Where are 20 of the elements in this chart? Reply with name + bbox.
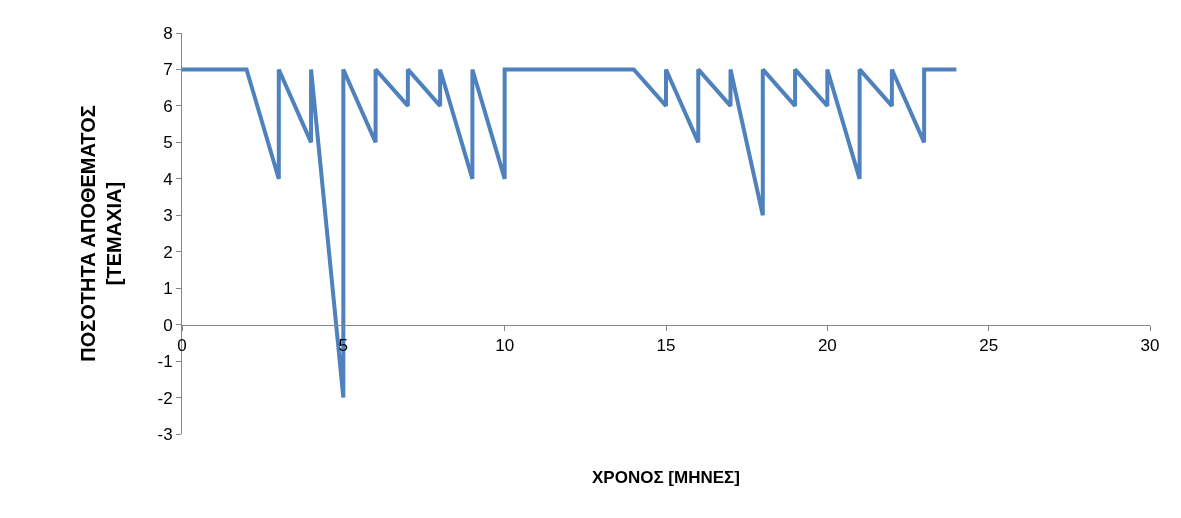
y-tick-label: 8 [163,23,173,43]
x-tick-label: 25 [979,336,999,356]
y-tick-label: 6 [163,96,173,116]
y-tick-label: 4 [163,169,173,189]
x-tick-label: 10 [495,336,515,356]
y-axis-title: ΠΟΣΟΤΗΤΑ ΑΠΟΘΕΜΑΤΟΣ [ΤΕΜΑΧΙΑ] [76,105,125,362]
y-tick-label: 1 [163,279,173,299]
x-tick-label: 30 [1140,336,1160,356]
x-tick-label: 15 [656,336,676,356]
y-tick-label: 0 [163,315,173,335]
x-axis-title: ΧΡΟΝΟΣ [ΜΗΝΕΣ] [592,468,740,487]
y-tick-label: 7 [163,60,173,80]
y-tick-label: 3 [163,206,173,226]
y-tick-label: 2 [163,242,173,262]
y-tick-label: -3 [157,424,173,444]
x-tick-label: 20 [817,336,837,356]
y-tick-label: -1 [157,352,173,372]
y-tick-label: -2 [157,388,173,408]
y-tick-label: 5 [163,133,173,153]
x-tick-label: 0 [177,336,187,356]
